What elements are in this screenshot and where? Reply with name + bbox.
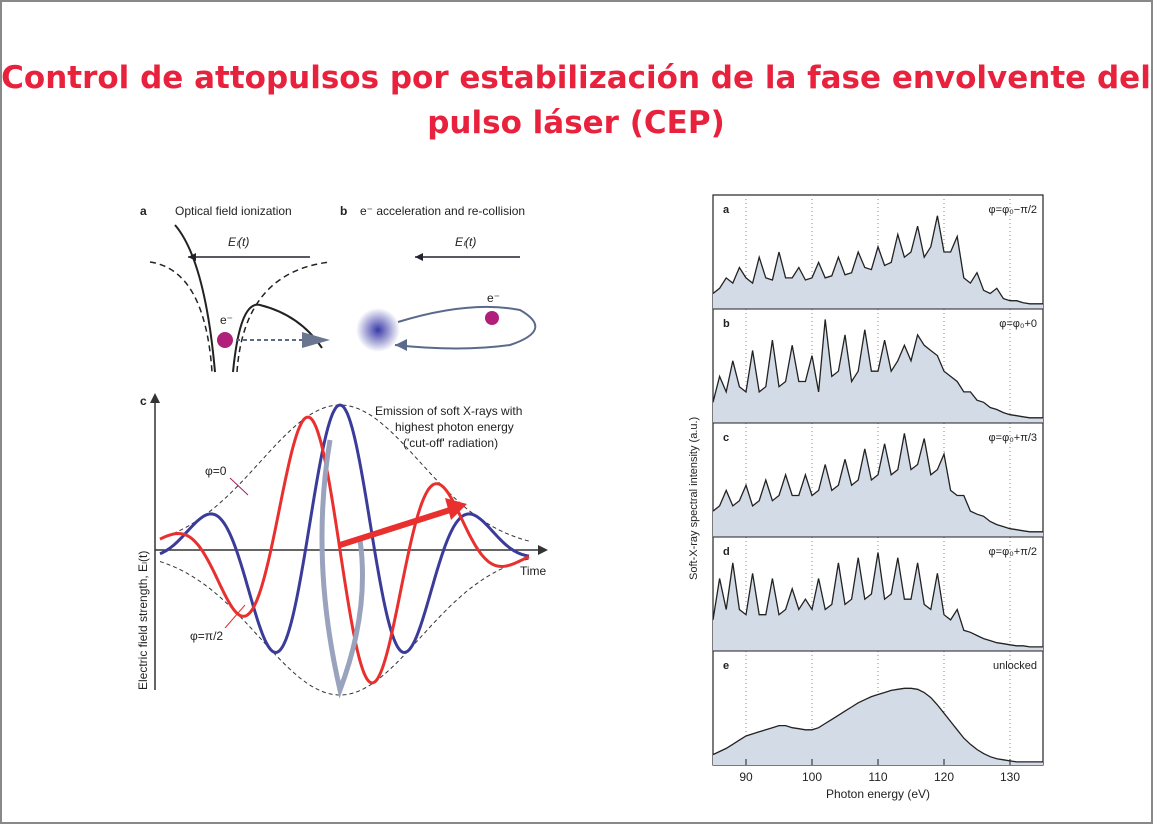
panel-letter: c bbox=[723, 432, 729, 444]
axis-label: Electric field strength, Eₗ(t) bbox=[136, 551, 150, 690]
electron bbox=[217, 332, 233, 348]
phase-label: φ=π/2 bbox=[190, 629, 223, 643]
field-label: Eₗ(t) bbox=[455, 235, 476, 249]
electron-label: e⁻ bbox=[487, 291, 500, 305]
axis-label: Time bbox=[520, 564, 547, 578]
panel-letter: a bbox=[723, 204, 730, 216]
ion bbox=[356, 308, 400, 352]
field-label: Eₗ(t) bbox=[228, 235, 249, 249]
x-tick-label: 90 bbox=[739, 770, 753, 784]
panel-letter: b bbox=[723, 318, 730, 330]
electron-label: e⁻ bbox=[220, 313, 233, 327]
panel-label: φ=φ₀+π/3 bbox=[989, 432, 1037, 444]
x-axis-label: Photon energy (eV) bbox=[826, 787, 930, 801]
panel-title: Optical field ionization bbox=[175, 204, 292, 218]
panel-letter: b bbox=[340, 204, 347, 218]
panel-label: φ=φ₀+π/2 bbox=[989, 546, 1037, 558]
panel-letter: c bbox=[140, 394, 147, 408]
panel-label: φ=φ₀−π/2 bbox=[989, 204, 1037, 216]
annotation: ('cut-off' radiation) bbox=[403, 436, 498, 450]
x-tick-label: 100 bbox=[802, 770, 822, 784]
x-tick-label: 120 bbox=[934, 770, 954, 784]
panel-title: e⁻ acceleration and re-collision bbox=[360, 204, 525, 218]
panel-letter: e bbox=[723, 660, 729, 672]
panel-label: φ=φ₀+0 bbox=[999, 318, 1037, 330]
slide: Control de attopulsos por estabilización… bbox=[0, 0, 1153, 824]
electron bbox=[485, 311, 499, 325]
panel-letter: d bbox=[723, 546, 730, 558]
panel-letter: a bbox=[140, 204, 147, 218]
annotation: highest photon energy bbox=[395, 420, 514, 434]
panel-label: unlocked bbox=[993, 660, 1037, 672]
y-axis-label: Soft-X-ray spectral intensity (a.u.) bbox=[688, 417, 700, 580]
annotation: Emission of soft X-rays with bbox=[375, 404, 522, 418]
x-tick-label: 110 bbox=[868, 770, 887, 784]
x-tick-label: 130 bbox=[1000, 770, 1020, 784]
phase-label: φ=0 bbox=[205, 464, 227, 478]
